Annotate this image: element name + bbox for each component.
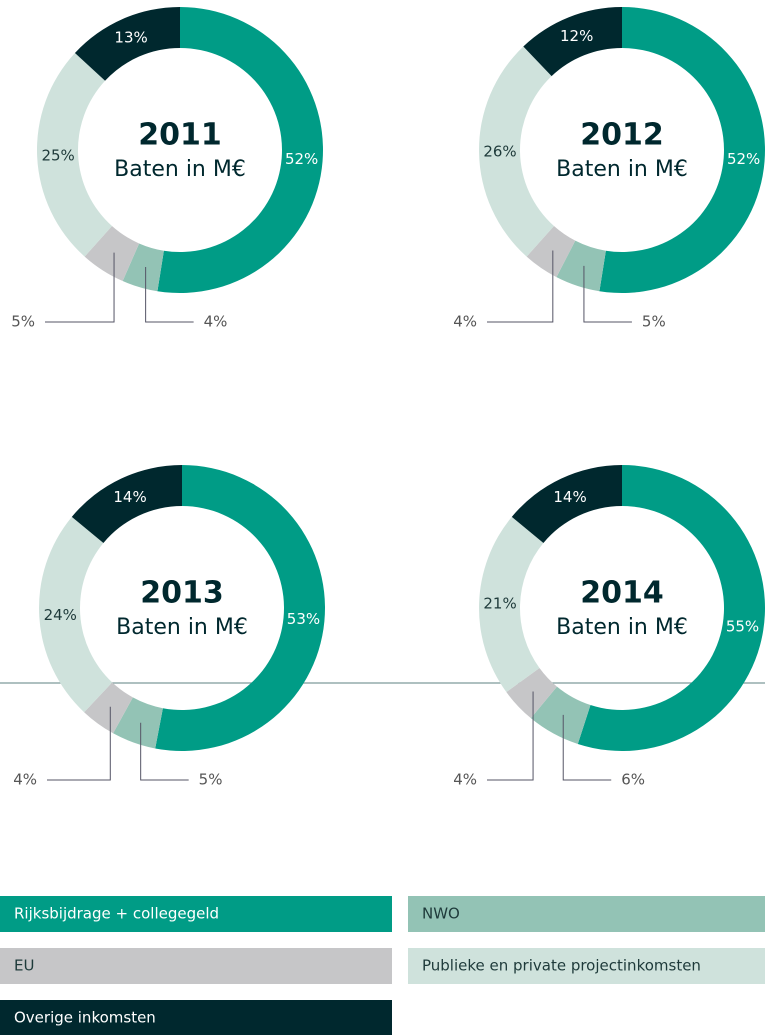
data-label: 4% (453, 771, 477, 789)
data-label: 4% (453, 313, 477, 331)
leader-line (487, 250, 554, 323)
donut-segment (511, 465, 622, 543)
legend-swatch (408, 948, 765, 984)
legend-label: Rijksbijdrage + collegegeld (14, 905, 219, 923)
data-label: 5% (11, 313, 35, 331)
data-label: 26% (483, 142, 516, 160)
donut-segment (478, 46, 554, 257)
data-label: 4% (13, 771, 37, 789)
leader-line (47, 706, 111, 781)
donut-segment (479, 516, 544, 693)
donut-segment (506, 667, 557, 719)
data-label: 25% (41, 146, 74, 164)
donut-segment (556, 240, 606, 292)
donut-title: 2013 (140, 576, 224, 611)
data-label: 14% (113, 488, 146, 506)
data-label: 6% (621, 771, 645, 789)
data-label: 55% (726, 618, 759, 636)
data-label: 52% (727, 150, 760, 168)
donut-subtitle: Baten in M€ (556, 615, 688, 640)
donut-segment (84, 682, 133, 734)
data-label: 12% (560, 27, 593, 45)
leader-line (140, 722, 189, 781)
donut-segment (526, 226, 576, 278)
data-label: 24% (44, 606, 77, 624)
donut-segment (599, 7, 765, 293)
donut-segment (84, 226, 140, 282)
donut-segment (74, 7, 180, 81)
legend-label: EU (14, 957, 34, 975)
donut-segment (122, 243, 164, 292)
donut-segment (155, 465, 326, 751)
data-label: 4% (204, 313, 228, 331)
donut-subtitle: Baten in M€ (116, 615, 248, 640)
leader-line (562, 714, 612, 781)
donut-subtitle: Baten in M€ (556, 157, 688, 182)
legend-swatch (0, 1000, 392, 1035)
leader-line (45, 252, 115, 323)
leader-line (583, 265, 632, 323)
donut-segment (71, 465, 182, 543)
data-label: 52% (285, 150, 318, 168)
donut-segment (39, 516, 113, 713)
donut-subtitle: Baten in M€ (114, 157, 246, 182)
donut-title: 2012 (580, 118, 664, 153)
data-label: 53% (287, 610, 320, 628)
donut-segment (523, 7, 622, 77)
legend-swatch (408, 896, 765, 932)
donut-title: 2011 (138, 118, 222, 153)
donut-segment (577, 465, 765, 751)
donut-title: 2014 (580, 576, 664, 611)
data-label: 21% (483, 595, 516, 613)
leader-line (487, 691, 534, 781)
donut-segment (530, 686, 591, 745)
legend-label: Overige inkomsten (14, 1009, 156, 1027)
legend-label: Publieke en private projectinkomsten (422, 957, 701, 975)
data-label: 14% (553, 488, 586, 506)
donut-segment (157, 7, 323, 293)
donut-segment (37, 52, 112, 257)
data-label: 13% (114, 29, 147, 47)
data-label: 5% (199, 771, 223, 789)
data-label: 5% (642, 313, 666, 331)
donut-segment (113, 697, 163, 749)
legend-swatch (0, 948, 392, 984)
leader-line (145, 267, 194, 323)
legend-label: NWO (422, 905, 460, 923)
legend-swatch (0, 896, 392, 932)
